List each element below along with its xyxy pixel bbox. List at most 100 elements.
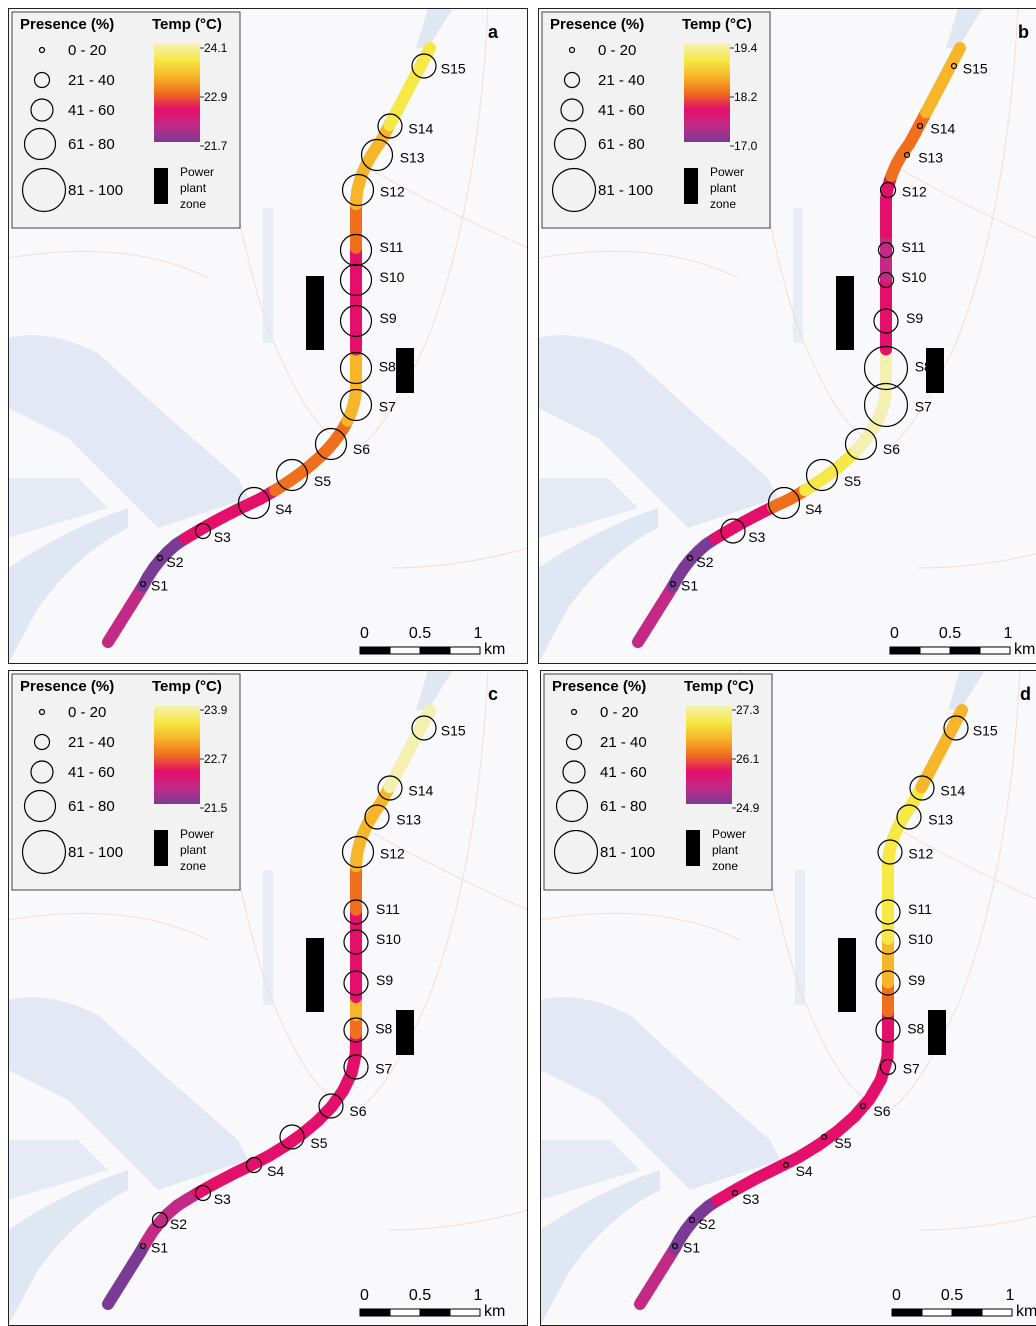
temp-tick-label: 23.9 [204,703,228,717]
site-label-s8: S8 [379,358,396,374]
temp-legend-title: Temp (°C) [684,678,754,695]
site-label-s11: S11 [380,239,404,255]
channel-water [793,208,803,343]
map-svg: S1S2S3S4S5S6S7S8S9S10S11S12S13S14S15bPre… [538,8,1036,664]
power-plant-legend-symbol [684,168,698,204]
site-label-s12: S12 [902,184,927,200]
power-plant-zone [838,938,856,1012]
scale-unit: km [1016,1303,1036,1320]
site-label-s4: S4 [796,1163,813,1179]
site-label-s2: S2 [698,1216,715,1232]
temp-legend-title: Temp (°C) [152,678,222,695]
scale-label: 0.5 [409,625,431,642]
site-label-s4: S4 [267,1163,284,1179]
site-label-s4: S4 [275,501,292,517]
scale-segment [390,1309,420,1316]
site-label-s13: S13 [918,150,943,166]
site-label-s14: S14 [940,783,965,799]
power-plant-legend-label: Power [712,827,746,841]
site-label-s5: S5 [834,1135,851,1151]
site-label-s8: S8 [915,358,932,374]
site-label-s3: S3 [214,1191,231,1207]
map-svg: S1S2S3S4S5S6S7S8S9S10S11S12S13S14S15dPre… [540,670,1036,1326]
site-label-s9: S9 [906,310,923,326]
scale-segment [420,647,450,654]
power-plant-zone [396,348,414,393]
temp-tick-label: 17.0 [734,139,758,153]
scale-unit: km [484,641,505,658]
site-label-s8: S8 [375,1020,392,1036]
scale-label: 0.5 [939,625,961,642]
temp-legend-title: Temp (°C) [152,16,222,33]
scale-segment [980,647,1010,654]
presence-legend-label: 81 - 100 [600,844,655,861]
scale-label: 0.5 [941,1287,963,1304]
map-svg: S1S2S3S4S5S6S7S8S9S10S11S12S13S14S15cPre… [8,670,528,1326]
site-label-s7: S7 [903,1061,920,1077]
scale-segment [890,647,920,654]
site-label-s10: S10 [908,931,933,947]
scale-label: 1 [474,1287,483,1304]
presence-legend-label: 21 - 40 [600,734,647,751]
presence-legend-label: 81 - 100 [68,844,123,861]
site-label-s9: S9 [380,310,397,326]
panel-label: c [488,684,498,704]
site-label-s2: S2 [166,554,183,570]
site-label-s9: S9 [376,972,393,988]
panel-label: b [1018,22,1029,42]
power-plant-legend-label: zone [180,197,206,211]
scale-label: 1 [1004,625,1013,642]
site-label-s1: S1 [681,578,698,594]
temp-tick-label: 27.3 [736,703,760,717]
site-label-s3: S3 [214,529,231,545]
scale-segment [420,1309,450,1316]
site-label-s7: S7 [915,399,932,415]
power-plant-legend-label: plant [180,181,207,195]
power-plant-zone [836,276,854,350]
site-label-s11: S11 [908,901,932,917]
scale-segment [360,647,390,654]
power-plant-legend-label: Power [180,165,214,179]
scale-unit: km [484,1303,505,1320]
presence-legend-label: 0 - 20 [68,704,106,721]
site-label-s12: S12 [380,846,405,862]
site-label-s5: S5 [314,473,331,489]
site-label-s3: S3 [742,1191,759,1207]
presence-legend-label: 41 - 60 [600,764,647,781]
temp-tick-label: 24.1 [204,41,228,55]
presence-legend-label: 41 - 60 [598,102,645,119]
presence-legend-label: 0 - 20 [68,42,106,59]
site-label-s15: S15 [963,61,988,77]
presence-legend-title: Presence (%) [20,678,114,695]
site-label-s10: S10 [902,269,927,285]
power-plant-legend-symbol [154,168,168,204]
panel-label: a [488,22,499,42]
power-plant-legend-label: Power [710,165,744,179]
site-label-s10: S10 [376,931,401,947]
site-label-s2: S2 [170,1216,187,1232]
power-plant-legend-label: plant [712,843,739,857]
scale-segment [450,1309,480,1316]
site-label-s6: S6 [883,441,900,457]
scale-label: 0.5 [409,1287,431,1304]
scale-label: 0 [890,625,899,642]
power-plant-legend-label: zone [710,197,736,211]
power-plant-zone [306,938,324,1012]
presence-legend-label: 21 - 40 [68,734,115,751]
temp-tick-label: 26.1 [736,752,760,766]
scale-unit: km [1014,641,1035,658]
scale-segment [922,1309,952,1316]
scale-label: 0 [892,1287,901,1304]
site-label-s1: S1 [683,1240,700,1256]
site-label-s12: S12 [380,184,405,200]
power-plant-zone [928,1010,946,1055]
site-label-s15: S15 [973,723,998,739]
channel-water [795,870,805,1005]
scale-segment [920,647,950,654]
